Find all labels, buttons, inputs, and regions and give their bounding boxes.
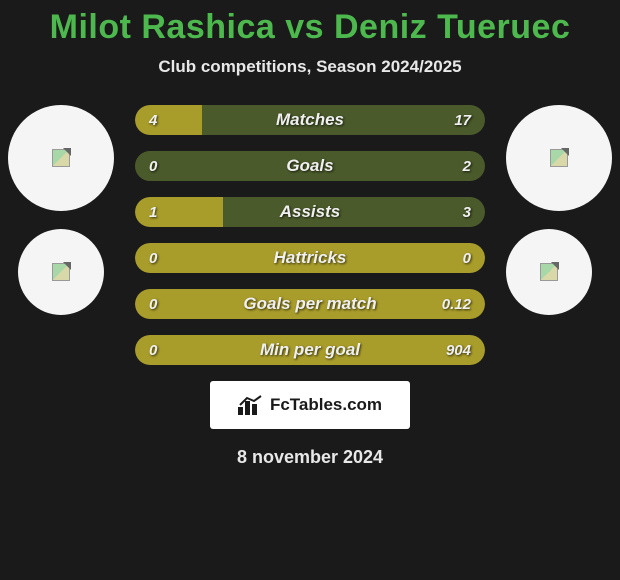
player-right-avatar bbox=[506, 105, 612, 211]
stat-row: 02Goals bbox=[135, 151, 485, 181]
date-label: 8 november 2024 bbox=[0, 447, 620, 468]
stat-row: 00Hattricks bbox=[135, 243, 485, 273]
stat-label: Matches bbox=[135, 105, 485, 135]
broken-image-icon bbox=[550, 149, 568, 167]
stat-row: 13Assists bbox=[135, 197, 485, 227]
club-right-avatar bbox=[506, 229, 592, 315]
left-avatars bbox=[8, 105, 114, 333]
page-title: Milot Rashica vs Deniz Tueruec bbox=[0, 8, 620, 47]
broken-image-icon bbox=[52, 263, 70, 281]
club-left-avatar bbox=[18, 229, 104, 315]
subtitle: Club competitions, Season 2024/2025 bbox=[0, 57, 620, 77]
stat-label: Min per goal bbox=[135, 335, 485, 365]
stat-label: Hattricks bbox=[135, 243, 485, 273]
stat-label: Assists bbox=[135, 197, 485, 227]
stat-label: Goals per match bbox=[135, 289, 485, 319]
stat-row: 00.12Goals per match bbox=[135, 289, 485, 319]
brand-text: FcTables.com bbox=[270, 395, 382, 415]
brand-badge: FcTables.com bbox=[210, 381, 410, 429]
player-left-avatar bbox=[8, 105, 114, 211]
chart-icon bbox=[238, 395, 264, 415]
stat-row: 0904Min per goal bbox=[135, 335, 485, 365]
broken-image-icon bbox=[52, 149, 70, 167]
content-area: 417Matches 02Goals 13Assists 00Hattricks 00.… bbox=[0, 105, 620, 468]
stat-label: Goals bbox=[135, 151, 485, 181]
right-avatars bbox=[506, 105, 612, 333]
stat-bars: 417Matches 02Goals 13Assists 00Hattricks 00.… bbox=[135, 105, 485, 365]
comparison-card: Milot Rashica vs Deniz Tueruec Club comp… bbox=[0, 0, 620, 580]
broken-image-icon bbox=[540, 263, 558, 281]
stat-row: 417Matches bbox=[135, 105, 485, 135]
